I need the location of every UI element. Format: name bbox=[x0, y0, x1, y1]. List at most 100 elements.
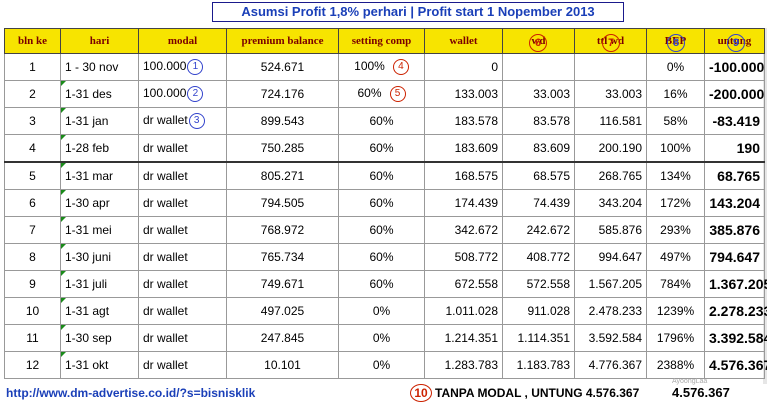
cell-modal-value: dr wallet bbox=[143, 113, 188, 128]
cell-setting-comp: 60% 5 bbox=[338, 80, 425, 108]
cell-bep: 1239% bbox=[646, 297, 705, 325]
cell-wallet: 342.672 bbox=[424, 216, 503, 244]
comment-marker-icon bbox=[61, 190, 66, 195]
cell-modal: 100.000 2 bbox=[138, 80, 227, 108]
cell-wallet-value: 168.575 bbox=[454, 169, 498, 183]
header-setting-comp: setting comp bbox=[338, 28, 425, 54]
header-row: bln ke hari modal premium balance settin… bbox=[4, 28, 765, 54]
marker-10-icon: 10 bbox=[410, 384, 432, 402]
marker-6-icon: 6 bbox=[529, 34, 547, 52]
cell-ttl-wd: 2.478.233 bbox=[574, 297, 647, 325]
cell-wd-value: 242.672 bbox=[526, 223, 570, 237]
cell-bln-ke-value: 5 bbox=[29, 169, 36, 183]
cell-wallet: 168.575 bbox=[424, 161, 503, 190]
cell-premium-balance-value: 724.176 bbox=[260, 87, 305, 101]
cell-wallet-value: 1.214.351 bbox=[444, 331, 498, 345]
cell-setting-comp-value: 60% bbox=[357, 86, 382, 101]
cell-bep-value: 497% bbox=[660, 250, 691, 264]
cell-hari-value: 1-30 sep bbox=[65, 331, 112, 345]
cell-wallet-value: 133.003 bbox=[454, 87, 498, 101]
cell-hari: 1-31 des bbox=[60, 80, 139, 108]
cell-bep: 2388% bbox=[646, 351, 705, 379]
cell-bep-value: 784% bbox=[660, 277, 691, 291]
cell-bln-ke-value: 12 bbox=[25, 358, 40, 372]
watermark-logo: AyoongLaa bbox=[672, 378, 708, 385]
cell-bep: 1796% bbox=[646, 324, 705, 352]
cell-ttl-wd-value: 268.765 bbox=[598, 169, 642, 183]
marker-2-icon: 2 bbox=[187, 86, 204, 102]
cell-untung: 68.765 bbox=[704, 161, 765, 190]
cell-bln-ke-value: 11 bbox=[26, 331, 39, 345]
cell-premium-balance-value: 497.025 bbox=[260, 304, 305, 318]
cell-modal: dr wallet bbox=[138, 189, 227, 217]
cell-setting-comp-value: 60% bbox=[369, 277, 394, 291]
comment-marker-icon bbox=[61, 244, 66, 249]
cell-hari: 1-30 juni bbox=[60, 243, 139, 271]
cell-hari-value: 1-31 agt bbox=[65, 304, 110, 318]
cell-premium-balance: 750.285 bbox=[226, 134, 339, 163]
cell-bep-value: 134% bbox=[660, 169, 691, 183]
table-row: 4 1-28 feb dr wallet 750.285 60% 183.609 83.60… bbox=[4, 134, 765, 163]
cell-bep: 784% bbox=[646, 270, 705, 298]
table-row: 9 1-31 juli dr wallet 749.671 60% 672.558 572.… bbox=[4, 270, 767, 298]
cell-ttl-wd-value: 4.776.367 bbox=[588, 358, 642, 372]
cell-setting-comp-value: 0% bbox=[372, 358, 391, 372]
cell-ttl-wd bbox=[574, 53, 647, 81]
cell-hari-value: 1-31 mar bbox=[65, 169, 114, 183]
cell-hari: 1-31 juli bbox=[60, 270, 139, 298]
cell-modal-value: 100.000 bbox=[143, 86, 187, 101]
cell-premium-balance-value: 749.671 bbox=[260, 277, 305, 291]
cell-modal: dr wallet bbox=[138, 216, 227, 244]
cell-setting-comp-value: 60% bbox=[369, 114, 394, 128]
cell-wd-value: 572.558 bbox=[526, 277, 570, 291]
cell-bep: 16% bbox=[646, 80, 705, 108]
footer-note-text: TANPA MODAL , UNTUNG 4.576.367 bbox=[435, 386, 640, 400]
cell-bep: 58% bbox=[646, 107, 705, 135]
cell-premium-balance-value: 750.285 bbox=[260, 141, 305, 155]
cell-premium-balance: 724.176 bbox=[226, 80, 339, 108]
marker-4-icon: 4 bbox=[392, 59, 409, 75]
cell-wd: 83.578 bbox=[502, 107, 575, 135]
table-row: 3 1-31 jan dr wallet 3 899.543 60% 183.578 83.5… bbox=[4, 107, 765, 135]
cell-wd-value: 33.003 bbox=[533, 87, 570, 101]
table-row: 10 1-31 agt dr wallet 497.025 0% 1.011.028 911… bbox=[4, 297, 767, 325]
header-hari: hari bbox=[60, 28, 139, 54]
cell-bln-ke-value: 4 bbox=[29, 141, 36, 155]
cell-wallet-value: 183.609 bbox=[454, 141, 498, 155]
cell-ttl-wd: 268.765 bbox=[574, 161, 647, 190]
cell-wallet-value: 0 bbox=[491, 60, 498, 74]
cell-setting-comp: 0% bbox=[338, 324, 425, 352]
header-wallet: wallet bbox=[424, 28, 503, 54]
cell-premium-balance: 805.271 bbox=[226, 161, 339, 190]
footer-link[interactable]: http://www.dm-advertise.co.id/?s=bisnisk… bbox=[6, 386, 256, 400]
cell-wd: 33.003 bbox=[502, 80, 575, 108]
cell-bln-ke: 10 bbox=[4, 297, 61, 325]
cell-wallet-value: 183.578 bbox=[454, 114, 498, 128]
cell-wd: 74.439 bbox=[502, 189, 575, 217]
cell-wallet-value: 672.558 bbox=[454, 277, 498, 291]
cell-setting-comp: 100% 4 bbox=[338, 53, 425, 81]
cell-untung: 4.576.367 bbox=[704, 351, 767, 379]
cell-bln-ke: 9 bbox=[4, 270, 61, 298]
cell-modal: dr wallet bbox=[138, 270, 227, 298]
cell-wallet: 183.578 bbox=[424, 107, 503, 135]
cell-modal-value: dr wallet bbox=[143, 169, 188, 183]
header-bln-ke: bln ke bbox=[4, 28, 61, 54]
cell-untung-value: -100.000 bbox=[709, 59, 765, 75]
cell-premium-balance-value: 247.845 bbox=[260, 331, 305, 345]
cell-premium-balance: 765.734 bbox=[226, 243, 339, 271]
cell-setting-comp-value: 60% bbox=[369, 141, 394, 155]
cell-wallet: 174.439 bbox=[424, 189, 503, 217]
cell-setting-comp: 0% bbox=[338, 351, 425, 379]
cell-hari: 1 - 30 nov bbox=[60, 53, 139, 81]
cell-wallet: 1.283.783 bbox=[424, 351, 503, 379]
cell-hari-value: 1-30 apr bbox=[65, 196, 110, 210]
cell-setting-comp: 60% bbox=[338, 189, 425, 217]
cell-premium-balance: 10.101 bbox=[226, 351, 339, 379]
cell-untung: 143.204 bbox=[704, 189, 765, 217]
cell-bln-ke: 11 bbox=[4, 324, 61, 352]
cell-bep: 497% bbox=[646, 243, 705, 271]
comment-marker-icon bbox=[61, 108, 66, 113]
cell-bep: 100% bbox=[646, 134, 705, 163]
cell-untung-value: 68.765 bbox=[717, 168, 760, 184]
